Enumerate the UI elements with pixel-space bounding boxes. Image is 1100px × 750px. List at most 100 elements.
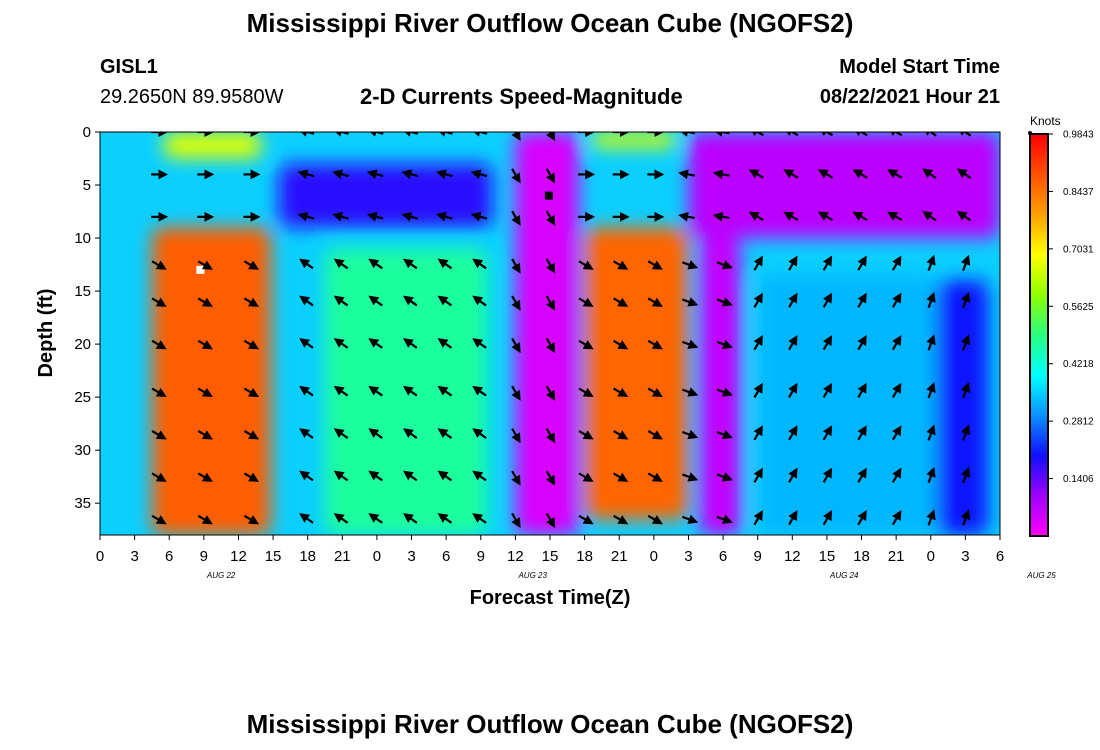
current-arrow xyxy=(151,260,167,270)
current-arrow xyxy=(678,132,696,137)
current-arrow xyxy=(545,337,556,354)
current-arrow xyxy=(960,509,971,526)
x-tick-label: 0 xyxy=(927,548,935,565)
current-arrow xyxy=(681,472,699,482)
current-arrow xyxy=(712,132,730,137)
current-arrow xyxy=(243,260,260,270)
speed-region-pulse_aug22 xyxy=(151,227,271,535)
current-arrow xyxy=(852,132,868,137)
current-arrow xyxy=(613,472,629,482)
x-tick-label: 3 xyxy=(684,548,692,565)
current-arrow xyxy=(470,211,488,222)
current-arrow xyxy=(788,425,798,441)
current-arrow xyxy=(472,295,487,307)
current-arrow xyxy=(960,466,971,484)
current-arrow xyxy=(437,513,453,524)
current-arrow xyxy=(783,211,799,222)
current-arrow xyxy=(368,470,383,482)
current-arrow xyxy=(472,338,487,349)
current-arrow xyxy=(712,211,730,222)
colorbar-tick-label: 0.8437 xyxy=(1063,187,1094,198)
station-coordinates: 29.2650N 89.9580W xyxy=(100,86,284,108)
current-arrow xyxy=(922,210,937,222)
current-arrow xyxy=(151,297,167,307)
current-arrow xyxy=(578,260,594,270)
current-arrow xyxy=(243,387,260,398)
current-arrow xyxy=(681,339,699,349)
current-arrow xyxy=(926,291,936,309)
current-arrow xyxy=(545,428,556,444)
current-arrow xyxy=(578,514,594,525)
current-arrow xyxy=(857,382,867,399)
current-arrow xyxy=(857,255,867,271)
current-arrow xyxy=(891,467,902,483)
current-arrow xyxy=(852,169,868,179)
current-arrow xyxy=(613,387,629,398)
current-arrow xyxy=(788,292,798,308)
current-arrow xyxy=(647,472,663,482)
current-arrow xyxy=(956,168,972,180)
colorbar-top-dot xyxy=(1028,131,1032,135)
current-arrow xyxy=(402,258,418,270)
y-tick-label: 20 xyxy=(74,336,91,353)
current-arrow xyxy=(402,428,418,439)
current-arrow xyxy=(151,339,167,350)
x-tick-label: 9 xyxy=(477,548,485,565)
current-arrow xyxy=(926,334,936,351)
current-arrow xyxy=(402,513,418,524)
current-arrow xyxy=(891,255,902,271)
current-arrow xyxy=(678,211,696,222)
current-arrow xyxy=(960,291,971,309)
current-arrow xyxy=(753,510,763,526)
current-arrow xyxy=(470,169,488,180)
x-tick-label: 18 xyxy=(853,548,870,565)
current-arrow xyxy=(753,467,763,483)
current-arrow xyxy=(332,132,349,137)
current-arrow xyxy=(613,260,629,270)
y-tick-label: 25 xyxy=(74,389,91,406)
current-arrow xyxy=(297,169,315,180)
current-arrow xyxy=(401,211,419,222)
current-arrow xyxy=(333,295,349,307)
current-arrow xyxy=(788,335,798,351)
model-start-time: 08/22/2021 Hour 21 xyxy=(819,86,1000,108)
current-arrow xyxy=(511,168,521,184)
current-arrow xyxy=(197,260,213,270)
y-tick-label: 30 xyxy=(74,442,91,459)
current-arrow xyxy=(822,335,833,351)
current-arrow xyxy=(299,295,314,307)
current-arrow xyxy=(578,387,594,398)
footer-title-text: Mississippi River Outflow Ocean Cube (NG… xyxy=(246,709,854,739)
x-tick-label: 12 xyxy=(230,548,247,565)
current-arrow xyxy=(748,132,764,137)
y-tick-label: 15 xyxy=(74,283,91,300)
current-arrow xyxy=(511,210,521,226)
speed-region-trough_aug23 xyxy=(515,132,579,535)
current-arrow xyxy=(197,430,213,440)
current-arrow xyxy=(822,382,833,399)
current-arrow xyxy=(333,338,349,349)
current-arrow xyxy=(297,211,315,222)
current-arrow xyxy=(511,512,521,529)
current-arrow xyxy=(545,512,556,529)
current-arrow xyxy=(243,514,260,525)
current-arrow xyxy=(197,339,213,350)
y-tick-label: 10 xyxy=(74,230,91,247)
current-arrow xyxy=(891,335,902,351)
colorbar-tick-label: 0.7031 xyxy=(1063,244,1094,255)
current-arrow xyxy=(437,470,453,482)
current-arrows xyxy=(151,132,972,529)
current-arrow xyxy=(960,381,971,399)
current-arrow xyxy=(511,132,521,142)
current-arrow xyxy=(243,472,260,482)
current-arrow xyxy=(545,385,556,401)
current-arrow xyxy=(197,472,213,482)
current-arrow xyxy=(578,297,594,307)
current-arrow xyxy=(511,337,521,354)
current-arrow xyxy=(822,255,833,271)
model-start-label: Model Start Time xyxy=(839,56,1000,78)
current-arrow xyxy=(197,297,213,307)
x-tick-label: 6 xyxy=(442,548,450,565)
x-tick-label: 18 xyxy=(299,548,316,565)
current-arrow xyxy=(472,428,487,439)
